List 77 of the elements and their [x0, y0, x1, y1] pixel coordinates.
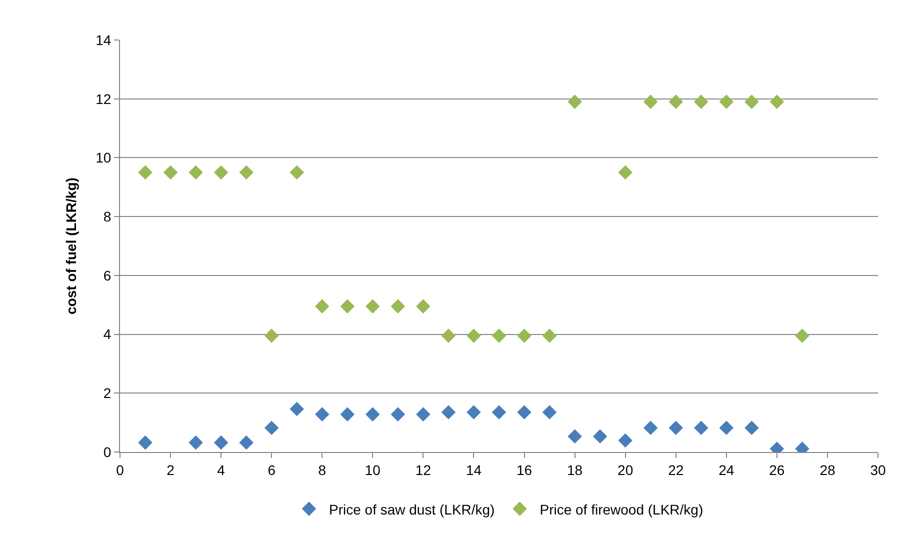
point: [492, 405, 506, 420]
point: [441, 328, 456, 343]
point: [163, 165, 178, 180]
x-tick-label: 22: [668, 462, 684, 478]
point: [795, 328, 810, 343]
point: [744, 94, 759, 109]
point: [264, 328, 279, 343]
point: [239, 165, 254, 180]
point: [366, 299, 380, 314]
point: [290, 165, 304, 180]
point: [340, 407, 355, 422]
point: [466, 405, 481, 420]
point: [264, 420, 279, 436]
x-tick-label: 12: [415, 462, 432, 478]
point: [314, 407, 330, 422]
y-tick-label: 4: [103, 326, 112, 342]
point: [239, 435, 254, 450]
point: [390, 407, 406, 422]
point: [340, 299, 355, 314]
point: [643, 420, 658, 436]
point: [416, 407, 430, 422]
x-tick-label: 26: [769, 462, 785, 478]
point: [744, 420, 759, 436]
point: [694, 420, 708, 436]
point: [694, 94, 708, 109]
point: [668, 420, 684, 436]
x-tick-label: 6: [268, 462, 276, 478]
point: [138, 435, 152, 450]
point: [517, 405, 532, 420]
point: [568, 94, 582, 109]
point: [390, 299, 406, 314]
x-tick-label: 18: [567, 462, 583, 478]
point: [441, 405, 456, 420]
point: [542, 328, 557, 343]
point: [770, 94, 784, 109]
x-tick-label: 10: [364, 462, 381, 478]
y-tick-label: 0: [103, 444, 112, 460]
point: [668, 94, 684, 109]
y-tick-label: 12: [96, 90, 112, 107]
y-tick-label: 2: [103, 385, 112, 402]
point: [542, 405, 557, 420]
point: [618, 433, 632, 448]
point: [466, 328, 481, 343]
point: [517, 328, 532, 343]
x-tick-label: 4: [217, 462, 226, 478]
point: [568, 429, 582, 444]
x-tick-label: 14: [466, 462, 482, 478]
point: [188, 435, 203, 450]
point: [492, 328, 506, 343]
y-tick-label: 6: [103, 267, 112, 284]
point: [643, 94, 658, 109]
y-tick-label: 10: [96, 150, 112, 166]
x-tick-label: 20: [618, 462, 634, 478]
x-tick-label: 16: [516, 462, 532, 478]
point: [719, 94, 734, 109]
point: [592, 429, 608, 444]
x-tick-label: 28: [820, 462, 836, 478]
point: [138, 165, 152, 180]
point: [416, 299, 430, 314]
point: [366, 407, 380, 422]
y-axis-title: cost of fuel (LKR/kg): [63, 178, 80, 314]
x-tick-label: 8: [318, 462, 326, 478]
point: [314, 299, 330, 314]
point: [214, 435, 228, 450]
x-tick-label: 0: [116, 462, 124, 478]
x-tick-label: 30: [870, 462, 886, 478]
legend-label: Price of saw dust (LKR/kg): [329, 501, 495, 518]
y-tick-label: 8: [103, 208, 112, 224]
point: [618, 165, 632, 180]
legend-label: Price of firewood (LKR/kg): [540, 501, 704, 518]
y-tick-label: 14: [96, 32, 112, 48]
point: [719, 420, 734, 436]
point: [188, 165, 203, 180]
point: [214, 165, 228, 180]
x-tick-label: 24: [718, 462, 734, 478]
point: [290, 402, 304, 416]
x-tick-label: 2: [166, 462, 175, 478]
